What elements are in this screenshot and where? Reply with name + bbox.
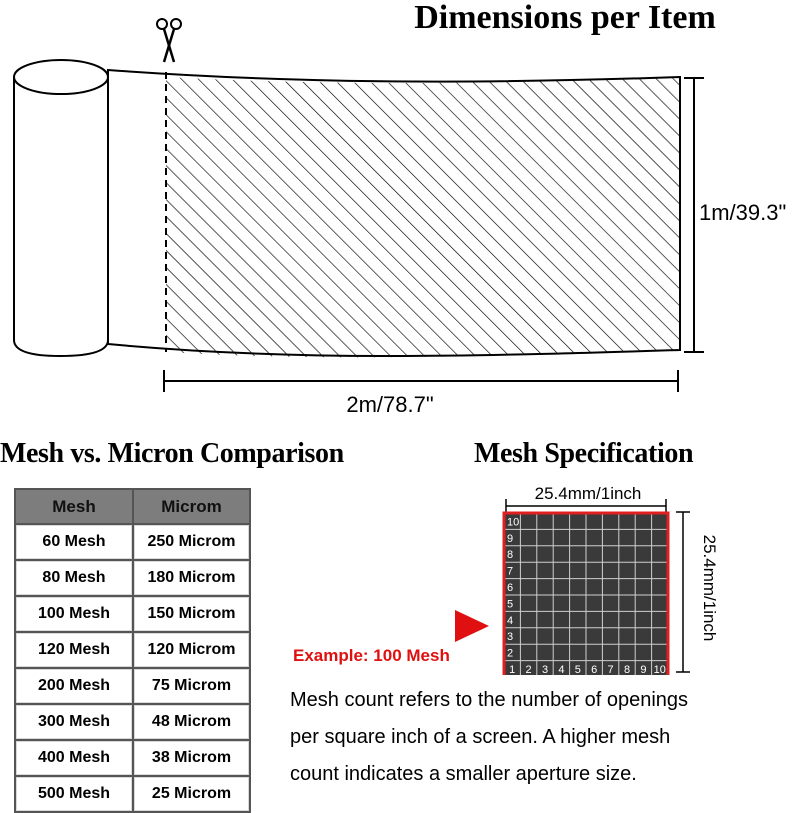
pointer-arrow-icon xyxy=(455,610,489,642)
table-row: 400 Mesh 38 Microm xyxy=(14,739,251,777)
table-row: 500 Mesh 25 Microm xyxy=(14,775,251,813)
grid-x-label: 7 xyxy=(608,664,614,675)
micron-cell: 48 Microm xyxy=(132,703,251,741)
mesh-cell: 400 Mesh xyxy=(14,739,134,777)
mesh-cell: 100 Mesh xyxy=(14,595,134,633)
width-dimension xyxy=(163,370,679,392)
page-title: Dimensions per Item xyxy=(414,0,716,36)
mesh-grid-border xyxy=(502,511,670,675)
grid-x-label: 9 xyxy=(640,664,646,675)
header-microm: Microm xyxy=(132,488,251,525)
height-label: 1m/39.3" xyxy=(699,200,787,225)
description-line: Mesh count refers to the number of openi… xyxy=(290,689,689,711)
micron-cell: 75 Microm xyxy=(132,667,251,705)
mesh-cell: 80 Mesh xyxy=(14,559,134,597)
side-dimension xyxy=(676,511,690,673)
micron-cell: 250 Microm xyxy=(132,523,251,561)
mesh-width-label: 25.4mm/1inch xyxy=(534,484,642,503)
grid-x-label: 5 xyxy=(575,664,581,675)
description-line: per square inch of a screen. A higher me… xyxy=(290,726,671,748)
mesh-height-label: 25.4mm/1inch xyxy=(700,534,719,642)
mesh-cell: 60 Mesh xyxy=(14,523,134,561)
table-row: 120 Mesh 120 Microm xyxy=(14,631,251,669)
spec-heading: Mesh Specification xyxy=(474,438,694,469)
micron-cell: 150 Microm xyxy=(132,595,251,633)
micron-cell: 25 Microm xyxy=(132,775,251,813)
mesh-micron-table: Mesh Microm 60 Mesh 250 Microm 80 Mesh 180… xyxy=(14,488,251,813)
micron-cell: 180 Microm xyxy=(132,559,251,597)
mesh-sheet-hatch xyxy=(166,77,680,358)
micron-cell: 38 Microm xyxy=(132,739,251,777)
scissors-icon xyxy=(156,18,182,63)
table-row: 60 Mesh 250 Microm xyxy=(14,523,251,561)
example-label: Example: 100 Mesh xyxy=(293,646,450,665)
grid-y-label: 2 xyxy=(507,648,513,660)
grid-y-label: 8 xyxy=(507,549,513,561)
grid-y-label: 7 xyxy=(507,566,513,578)
table-row: 300 Mesh 48 Microm xyxy=(14,703,251,741)
table-header-row: Mesh Microm xyxy=(14,488,251,525)
mesh-description: Mesh count refers to the number of openi… xyxy=(290,682,795,793)
width-label: 2m/78.7" xyxy=(346,392,434,417)
micron-cell: 120 Microm xyxy=(132,631,251,669)
grid-x-label: 6 xyxy=(591,664,597,675)
grid-x-label: 2 xyxy=(526,664,532,675)
header-mesh: Mesh xyxy=(14,488,134,525)
grid-y-label: 3 xyxy=(507,631,513,643)
height-dimension xyxy=(684,77,704,353)
grid-x-label: 1 xyxy=(509,664,515,675)
grid-x-label: 3 xyxy=(542,664,548,675)
description-line: count indicates a smaller aperture size. xyxy=(290,763,637,785)
table-heading: Mesh vs. Micron Comparison xyxy=(0,438,344,469)
grid-y-label: 4 xyxy=(507,615,513,627)
top-dimension xyxy=(505,499,667,513)
grid-y-label: 9 xyxy=(507,533,513,545)
mesh-cell: 300 Mesh xyxy=(14,703,134,741)
roll-diagram xyxy=(13,18,704,392)
grid-y-label: 6 xyxy=(507,582,513,594)
grid-y-label: 10 xyxy=(507,516,519,528)
grid-x-label: 4 xyxy=(558,664,564,675)
mesh-cell: 200 Mesh xyxy=(14,667,134,705)
mesh-cell: 120 Mesh xyxy=(14,631,134,669)
grid-x-label: 8 xyxy=(624,664,630,675)
table-row: 100 Mesh 150 Microm xyxy=(14,595,251,633)
mesh-cell: 500 Mesh xyxy=(14,775,134,813)
roll-cylinder xyxy=(13,59,109,358)
table-row: 200 Mesh 75 Microm xyxy=(14,667,251,705)
table-row: 80 Mesh 180 Microm xyxy=(14,559,251,597)
grid-y-label: 5 xyxy=(507,598,513,610)
grid-x-label: 10 xyxy=(654,664,666,675)
